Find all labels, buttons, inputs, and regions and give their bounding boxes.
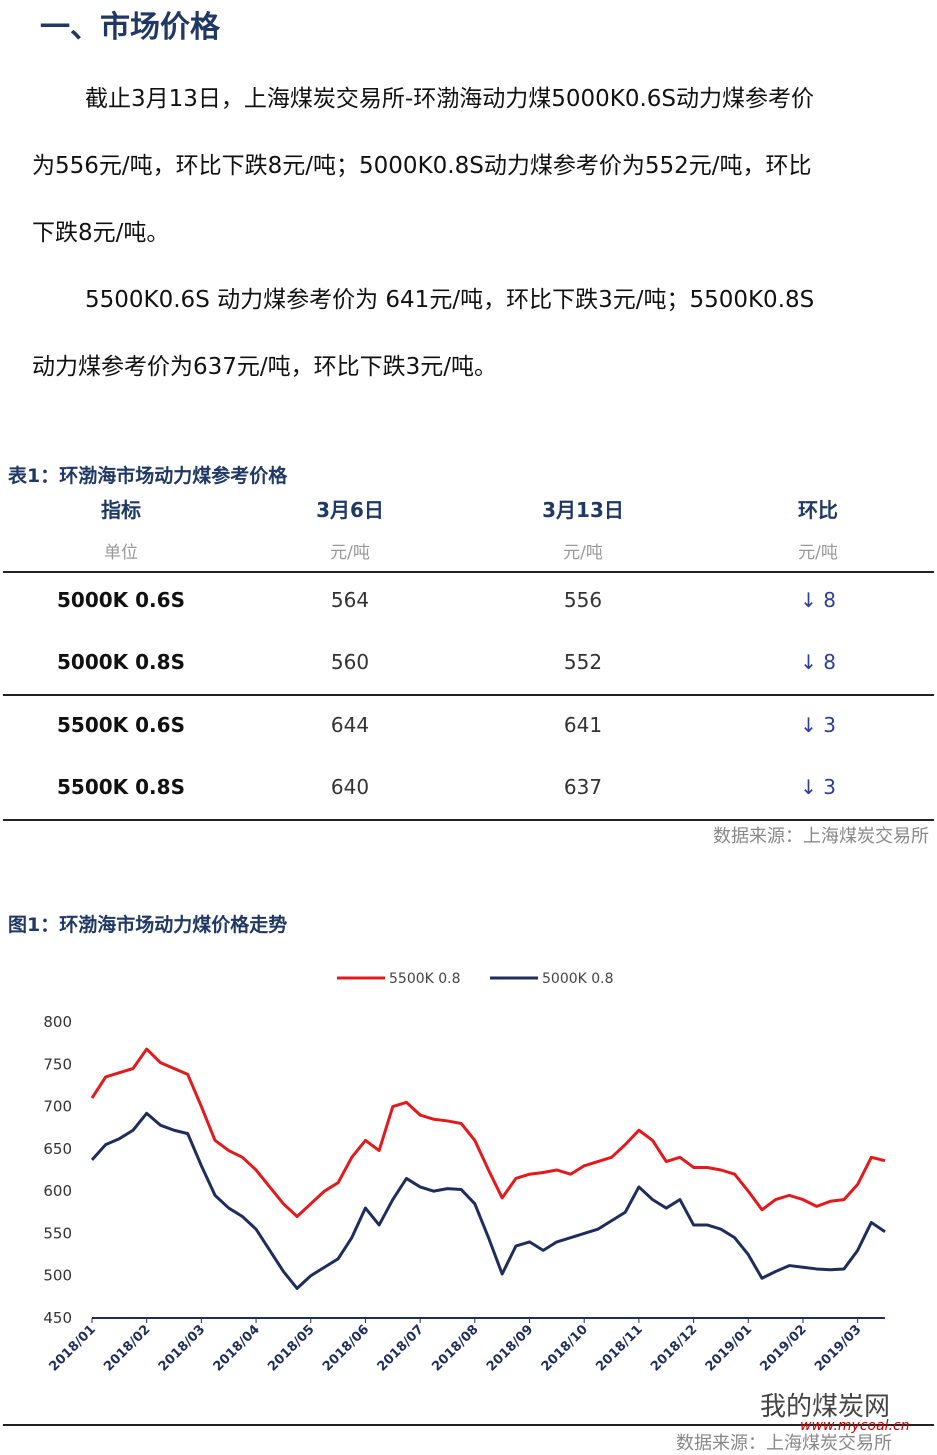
table-cell: ↓ 8: [800, 650, 836, 674]
table-cell: 556: [563, 588, 603, 612]
table-header: 3月13日: [542, 498, 624, 522]
x-tick-label: 2018/02: [101, 1322, 153, 1374]
x-tick-label: 2018/06: [320, 1322, 372, 1374]
table-rule: [3, 571, 934, 573]
table-cell: ↓ 3: [800, 713, 836, 737]
y-tick-label: 550: [43, 1224, 72, 1242]
table-cell: 637: [563, 775, 603, 799]
paragraph-line: 动力煤参考价为637元/吨，环比下跌3元/吨。: [32, 354, 498, 380]
row-label: 5000K 0.6S: [57, 588, 185, 612]
table-cell: 641: [563, 713, 603, 737]
legend-label: 5500K 0.8: [389, 971, 461, 987]
y-tick-label: 500: [43, 1267, 72, 1285]
table-cell: 640: [330, 775, 370, 799]
table-header: 环比: [798, 498, 838, 522]
table-cell: ↓ 8: [800, 588, 836, 612]
watermark-url: www.mycoal.cn: [800, 1418, 910, 1434]
series-line: [90, 1047, 886, 1219]
paragraph-line: 截止3月13日，上海煤炭交易所-环渤海动力煤5000K0.6S动力煤参考价: [85, 86, 814, 112]
x-tick-label: 2018/01: [46, 1322, 98, 1374]
watermark: 我的煤炭网: [760, 1392, 891, 1422]
y-tick-label: 650: [43, 1140, 72, 1158]
table-unit: 元/吨: [563, 543, 603, 563]
y-tick-label: 700: [43, 1098, 72, 1116]
table-caption: 表1：环渤海市场动力煤参考价格: [8, 465, 288, 487]
x-tick-label: 2018/09: [484, 1322, 536, 1374]
paragraph-line: 5500K0.6S 动力煤参考价为 641元/吨，环比下跌3元/吨；5500K0…: [85, 287, 815, 313]
table-cell: 560: [330, 650, 370, 674]
x-tick-label: 2018/03: [156, 1322, 208, 1374]
table-unit: 元/吨: [330, 543, 370, 563]
x-tick-label: 2018/11: [593, 1322, 645, 1374]
table-rule: [3, 694, 934, 696]
table-header: 指标: [101, 498, 141, 522]
chart-rule: [3, 1424, 934, 1426]
x-tick-label: 2018/12: [648, 1322, 700, 1374]
legend-label: 5000K 0.8: [542, 971, 614, 987]
x-tick-label: 2018/10: [539, 1322, 591, 1374]
y-tick-label: 800: [43, 1013, 72, 1031]
x-tick-label: 2018/04: [211, 1322, 263, 1374]
table-rule: [3, 819, 934, 821]
heading: 一、市场价格: [40, 10, 220, 45]
paragraph-line: 下跌8元/吨。: [32, 220, 170, 246]
x-tick-label: 2019/02: [757, 1322, 809, 1374]
table-cell: ↓ 3: [800, 775, 836, 799]
chart-source: 数据来源：上海煤炭交易所: [676, 1433, 892, 1454]
table-cell: 564: [330, 588, 370, 612]
table-cell: 552: [563, 650, 603, 674]
x-tick-label: 2019/03: [812, 1322, 864, 1374]
row-label: 5000K 0.8S: [57, 650, 185, 674]
table-source: 数据来源：上海煤炭交易所: [713, 826, 929, 847]
y-tick-label: 600: [43, 1182, 72, 1200]
y-tick-label: 750: [43, 1055, 72, 1073]
paragraph-line: 为556元/吨，环比下跌8元/吨；5000K0.8S动力煤参考价为552元/吨，…: [32, 153, 812, 179]
y-tick-label: 450: [43, 1309, 72, 1327]
table-cell: 644: [330, 713, 370, 737]
row-label: 5500K 0.8S: [57, 775, 185, 799]
x-tick-label: 2018/07: [375, 1322, 427, 1374]
series-line: [90, 1111, 886, 1290]
x-tick-label: 2018/08: [429, 1322, 481, 1374]
x-tick-label: 2018/05: [265, 1322, 317, 1374]
table-unit: 元/吨: [798, 543, 838, 563]
table-unit: 单位: [104, 543, 138, 563]
x-tick-label: 2019/01: [703, 1322, 755, 1374]
table-header: 3月6日: [316, 498, 384, 522]
row-label: 5500K 0.6S: [57, 713, 185, 737]
chart-title: 图1：环渤海市场动力煤价格走势: [8, 914, 288, 936]
